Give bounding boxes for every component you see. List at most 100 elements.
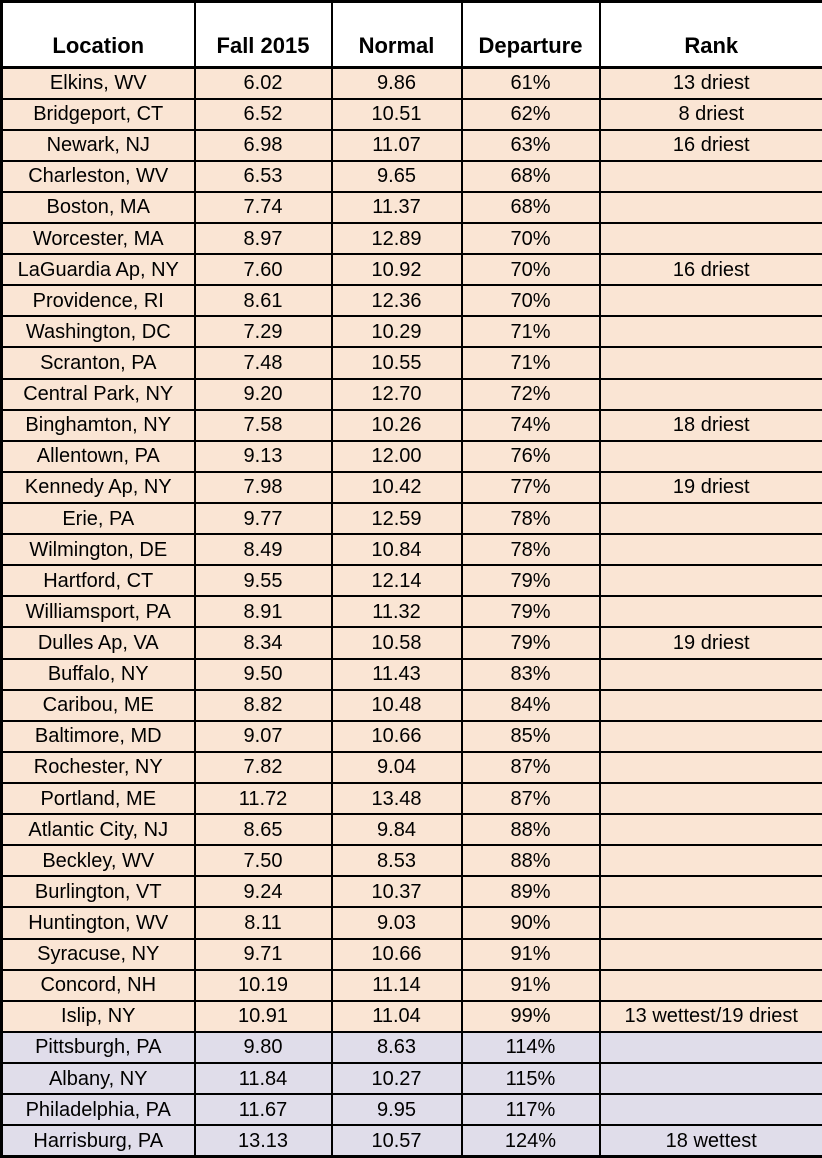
cell-fall-2015: 7.74 xyxy=(193,190,333,225)
cell-rank xyxy=(598,750,822,785)
cell-departure: 79% xyxy=(460,595,601,629)
table-row: Rochester, NY 7.82 9.04 87% xyxy=(0,750,822,785)
cell-departure: 124% xyxy=(460,1124,601,1158)
cell-location: Allentown, PA xyxy=(0,439,196,473)
cell-normal: 10.66 xyxy=(330,719,463,753)
cell-rank: 18 wettest xyxy=(598,1124,822,1158)
cell-departure: 77% xyxy=(460,470,601,505)
cell-normal: 10.84 xyxy=(330,533,463,567)
cell-normal: 12.36 xyxy=(330,284,463,318)
cell-normal: 10.51 xyxy=(330,97,463,131)
cell-departure: 99% xyxy=(460,999,601,1033)
cell-departure: 114% xyxy=(460,1030,601,1065)
cell-normal: 9.65 xyxy=(330,159,463,193)
cell-fall-2015: 10.91 xyxy=(193,999,333,1033)
cell-departure: 71% xyxy=(460,346,601,380)
cell-fall-2015: 9.50 xyxy=(193,657,333,691)
cell-rank xyxy=(598,937,822,971)
cell-normal: 10.29 xyxy=(330,315,463,349)
table-row: Washington, DC 7.29 10.29 71% xyxy=(0,315,822,349)
cell-location: Caribou, ME xyxy=(0,688,196,722)
cell-fall-2015: 7.48 xyxy=(193,346,333,380)
cell-normal: 12.00 xyxy=(330,439,463,473)
table-row: Kennedy Ap, NY 7.98 10.42 77% 19 driest xyxy=(0,470,822,505)
cell-rank: 16 driest xyxy=(598,253,822,287)
cell-departure: 90% xyxy=(460,906,601,940)
cell-departure: 68% xyxy=(460,159,601,193)
cell-fall-2015: 7.98 xyxy=(193,470,333,505)
cell-location: Worcester, MA xyxy=(0,222,196,256)
table-row: Binghamton, NY 7.58 10.26 74% 18 driest xyxy=(0,408,822,442)
column-header-normal: Normal xyxy=(330,0,463,69)
cell-rank xyxy=(598,968,822,1002)
cell-rank xyxy=(598,222,822,256)
header-row: Location Fall 2015 Normal Departure Rank xyxy=(0,0,822,69)
cell-location: Central Park, NY xyxy=(0,377,196,411)
cell-departure: 87% xyxy=(460,750,601,785)
table-row: Allentown, PA 9.13 12.00 76% xyxy=(0,439,822,473)
cell-fall-2015: 6.98 xyxy=(193,128,333,162)
cell-location: Islip, NY xyxy=(0,999,196,1033)
cell-fall-2015: 8.82 xyxy=(193,688,333,722)
table-row: Huntington, WV 8.11 9.03 90% xyxy=(0,906,822,940)
cell-rank xyxy=(598,502,822,536)
cell-location: Beckley, WV xyxy=(0,844,196,878)
cell-departure: 61% xyxy=(460,66,601,100)
cell-fall-2015: 9.77 xyxy=(193,502,333,536)
cell-rank xyxy=(598,533,822,567)
cell-departure: 88% xyxy=(460,813,601,847)
cell-normal: 13.48 xyxy=(330,782,463,816)
cell-normal: 10.66 xyxy=(330,937,463,971)
cell-departure: 70% xyxy=(460,222,601,256)
cell-normal: 11.43 xyxy=(330,657,463,691)
table-row: Charleston, WV 6.53 9.65 68% xyxy=(0,159,822,193)
cell-fall-2015: 7.60 xyxy=(193,253,333,287)
cell-fall-2015: 6.52 xyxy=(193,97,333,131)
cell-normal: 9.95 xyxy=(330,1093,463,1127)
cell-normal: 8.63 xyxy=(330,1030,463,1065)
cell-location: Elkins, WV xyxy=(0,66,196,100)
cell-rank: 19 driest xyxy=(598,470,822,505)
cell-fall-2015: 8.97 xyxy=(193,222,333,256)
cell-location: Syracuse, NY xyxy=(0,937,196,971)
cell-normal: 10.58 xyxy=(330,626,463,660)
cell-normal: 11.37 xyxy=(330,190,463,225)
cell-rank: 19 driest xyxy=(598,626,822,660)
cell-location: Newark, NJ xyxy=(0,128,196,162)
cell-departure: 78% xyxy=(460,502,601,536)
cell-fall-2015: 9.13 xyxy=(193,439,333,473)
cell-location: Concord, NH xyxy=(0,968,196,1002)
cell-location: Harrisburg, PA xyxy=(0,1124,196,1158)
table-row: Hartford, CT 9.55 12.14 79% xyxy=(0,564,822,598)
cell-normal: 12.14 xyxy=(330,564,463,598)
cell-normal: 10.92 xyxy=(330,253,463,287)
table-row: Wilmington, DE 8.49 10.84 78% xyxy=(0,533,822,567)
cell-departure: 74% xyxy=(460,408,601,442)
cell-departure: 70% xyxy=(460,284,601,318)
cell-fall-2015: 9.20 xyxy=(193,377,333,411)
cell-normal: 11.07 xyxy=(330,128,463,162)
cell-rank xyxy=(598,564,822,598)
cell-rank xyxy=(598,1061,822,1096)
cell-location: Wilmington, DE xyxy=(0,533,196,567)
cell-location: Baltimore, MD xyxy=(0,719,196,753)
table-row: Syracuse, NY 9.71 10.66 91% xyxy=(0,937,822,971)
cell-rank xyxy=(598,657,822,691)
cell-location: Scranton, PA xyxy=(0,346,196,380)
cell-rank xyxy=(598,844,822,878)
cell-fall-2015: 6.02 xyxy=(193,66,333,100)
cell-fall-2015: 9.07 xyxy=(193,719,333,753)
cell-normal: 10.55 xyxy=(330,346,463,380)
cell-fall-2015: 6.53 xyxy=(193,159,333,193)
table-row: Dulles Ap, VA 8.34 10.58 79% 19 driest xyxy=(0,626,822,660)
cell-departure: 79% xyxy=(460,564,601,598)
cell-departure: 88% xyxy=(460,844,601,878)
cell-fall-2015: 7.58 xyxy=(193,408,333,442)
cell-fall-2015: 7.50 xyxy=(193,844,333,878)
table-row: Portland, ME 11.72 13.48 87% xyxy=(0,782,822,816)
table-row: Pittsburgh, PA 9.80 8.63 114% xyxy=(0,1030,822,1065)
cell-rank xyxy=(598,813,822,847)
table-row: Baltimore, MD 9.07 10.66 85% xyxy=(0,719,822,753)
cell-location: Albany, NY xyxy=(0,1061,196,1096)
